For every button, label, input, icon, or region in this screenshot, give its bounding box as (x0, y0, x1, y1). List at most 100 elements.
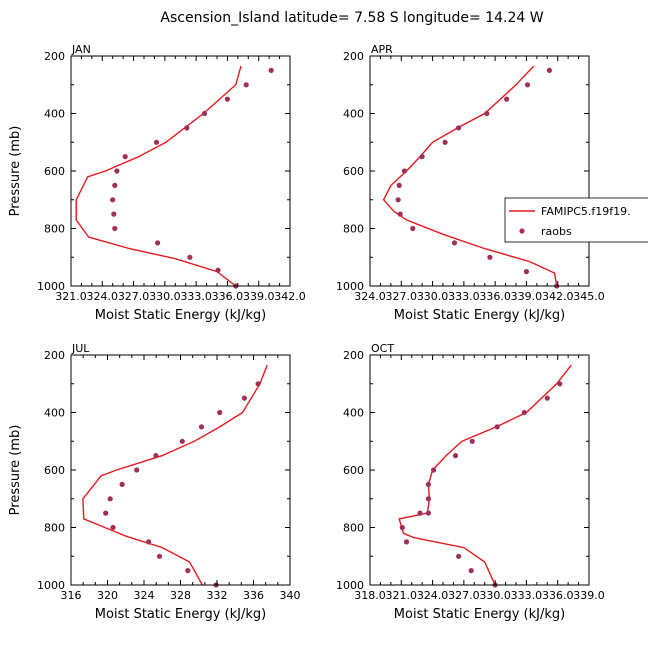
x-tick-label: 336.0 (212, 290, 244, 303)
x-tick-label: 330.0 (479, 589, 511, 602)
raobs-point (241, 395, 247, 401)
x-tick-label: 320 (97, 589, 118, 602)
x-axis-label: Moist Static Energy (kJ/kg) (95, 607, 266, 622)
y-tick-label: 1000 (37, 579, 65, 592)
y-tick-label: 400 (44, 407, 65, 420)
chart-panel-jul: 316 320 324 328 332 336 340 200 400 600 800 1000 JUL… (8, 342, 301, 622)
x-tick-label: 321.0 (386, 589, 418, 602)
y-tick-label: 800 (343, 522, 364, 535)
y-tick-label: 1000 (336, 280, 364, 293)
x-tick-label: 342.0 (542, 290, 574, 303)
raobs-point (442, 139, 448, 145)
raobs-point (395, 197, 401, 203)
x-tick-label: 324.0 (354, 290, 386, 303)
raobs-point (217, 409, 223, 416)
x-tick-label: 318.0 (354, 589, 386, 602)
y-axis-label: Pressure (mb) (8, 126, 23, 217)
panel-title: JUL (71, 342, 90, 355)
y-tick-label: 200 (343, 50, 364, 63)
raobs-point (134, 467, 140, 473)
raobs-point (401, 168, 407, 174)
series-line-model (75, 65, 242, 286)
x-tick-label: 324.0 (87, 290, 119, 303)
x-tick-label: 324 (134, 589, 155, 602)
legend-label-model: FAMIPC5.f19f19. (541, 205, 631, 218)
legend-box (504, 197, 648, 243)
x-tick-label: 327.0 (118, 290, 150, 303)
raobs-point (546, 67, 553, 73)
y-tick-label: 600 (343, 165, 364, 178)
panel-title: OCT (371, 342, 394, 355)
series-line-model (382, 65, 558, 286)
x-tick-label: 330.0 (149, 290, 181, 303)
raobs-point (112, 182, 118, 188)
raobs-point (255, 381, 261, 387)
raobs-point (155, 240, 161, 246)
raobs-point (156, 553, 163, 559)
raobs-point (224, 96, 230, 102)
raobs-point (114, 168, 120, 174)
raobs-point (557, 381, 563, 387)
raobs-point (468, 568, 474, 574)
raobs-point (419, 154, 425, 160)
x-tick-label: 321.0 (55, 290, 87, 303)
raobs-point (504, 96, 510, 102)
y-tick-label: 600 (44, 464, 65, 477)
raobs-point (243, 82, 249, 88)
x-tick-label: 333.0 (448, 290, 480, 303)
raobs-point (198, 424, 205, 430)
raobs-point (396, 182, 402, 188)
raobs-point (452, 453, 459, 459)
raobs-point (451, 240, 458, 246)
x-tick-label: 339.0 (243, 290, 275, 303)
y-tick-label: 800 (44, 223, 65, 236)
raobs-point (399, 524, 405, 531)
series-line-model (398, 364, 572, 585)
raobs-point (122, 154, 128, 160)
raobs-point (146, 539, 152, 545)
raobs-point (153, 139, 160, 145)
raobs-point (456, 553, 462, 559)
x-tick-label: 330.0 (417, 290, 449, 303)
x-tick-label: 327.0 (386, 290, 418, 303)
panel-title: APR (371, 43, 393, 56)
panel-title: JAN (71, 43, 91, 56)
x-tick-label: 332 (207, 589, 228, 602)
raobs-point (425, 510, 431, 516)
x-tick-label: 333.0 (180, 290, 212, 303)
y-tick-label: 400 (343, 407, 364, 420)
y-tick-label: 1000 (37, 280, 65, 293)
raobs-point (153, 453, 159, 459)
y-tick-label: 1000 (336, 579, 364, 592)
raobs-point (544, 395, 550, 401)
y-axis-label: Pressure (mb) (8, 425, 23, 516)
x-tick-label: 336.0 (479, 290, 511, 303)
raobs-point (201, 110, 208, 117)
x-axis-label: Moist Static Energy (kJ/kg) (394, 607, 565, 622)
raobs-point (184, 125, 190, 131)
x-tick-label: 324.0 (417, 589, 449, 602)
plot-frame (369, 354, 590, 586)
y-tick-label: 600 (343, 464, 364, 477)
raobs-point (397, 211, 403, 217)
raobs-point (185, 568, 191, 574)
raobs-point (456, 125, 462, 131)
raobs-point (523, 269, 530, 275)
chart-panel-oct: 318.0 321.0 324.0 327.0 330.0 333.0 336.0 339.0… (336, 342, 605, 622)
x-axis-label: Moist Static Energy (kJ/kg) (394, 308, 565, 323)
x-tick-label: 316 (61, 589, 82, 602)
raobs-point (107, 496, 113, 502)
y-tick-label: 800 (343, 223, 364, 236)
raobs-point (484, 110, 490, 117)
raobs-point (112, 225, 118, 232)
y-tick-label: 800 (44, 522, 65, 535)
y-tick-label: 200 (343, 349, 364, 362)
raobs-point (425, 496, 431, 502)
legend-dot-swatch (519, 228, 525, 234)
chart-panel-jan: 321.0 324.0 327.0 330.0 333.0 336.0 339.0 342.0… (8, 43, 306, 323)
figure-title: Ascension_Island latitude= 7.58 S longit… (160, 10, 543, 26)
panels: 321.0 324.0 327.0 330.0 333.0 336.0 339.0 342.0… (8, 43, 648, 622)
raobs-point (425, 481, 431, 487)
raobs-point (469, 438, 475, 444)
